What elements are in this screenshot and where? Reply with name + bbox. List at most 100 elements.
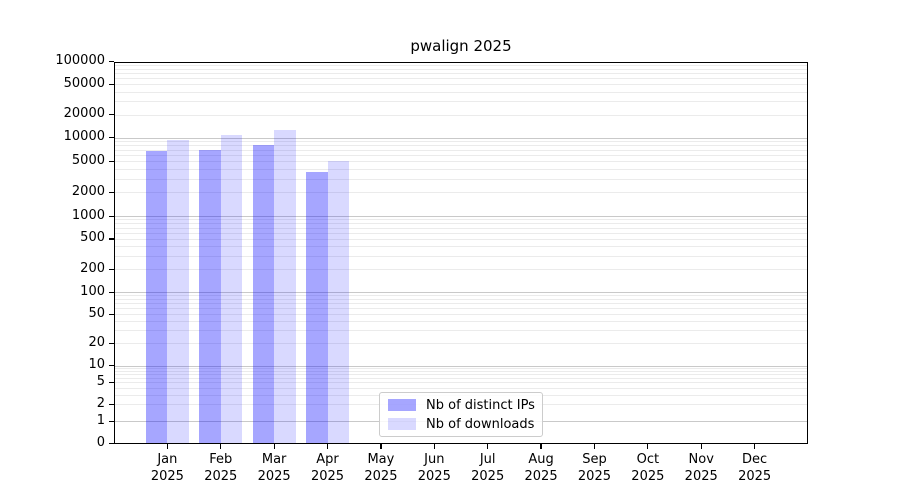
x-label-month: Oct (636, 451, 660, 467)
bar-distinct-ips (252, 144, 275, 444)
x-label-year: 2025 (524, 468, 558, 484)
gridline-minor (114, 178, 808, 180)
gridline-minor (114, 308, 808, 310)
x-label-year: 2025 (150, 468, 184, 484)
bar-downloads (220, 135, 243, 444)
y-axis-tick-label: 2000 (71, 183, 105, 199)
y-axis-tick-label: 1000 (71, 207, 105, 223)
gridline-minor (114, 145, 808, 147)
y-axis-tick (109, 420, 114, 422)
gridline-minor (114, 161, 808, 163)
x-label-month: Dec (742, 451, 768, 467)
y-axis-tick (109, 268, 114, 270)
x-label-month: Jun (424, 451, 445, 467)
gridline-minor (114, 343, 808, 345)
x-axis-tick (380, 443, 382, 449)
x-axis-tick-label: Sep 2025 (564, 451, 624, 485)
gridline-minor (114, 255, 808, 257)
y-axis-tick (109, 160, 114, 162)
x-axis-tick-label: Oct 2025 (618, 451, 678, 485)
x-label-year: 2025 (577, 468, 611, 484)
gridline-minor (114, 370, 808, 372)
bar-distinct-ips (306, 172, 328, 444)
y-axis-tick (109, 313, 114, 315)
gridline-minor (114, 387, 808, 389)
legend-label-downloads: Nb of downloads (426, 416, 535, 432)
gridline-minor (114, 91, 808, 93)
y-axis-tick (109, 114, 114, 116)
x-axis-tick (166, 443, 169, 449)
x-axis-tick-label: Jun 2025 (404, 451, 464, 485)
x-axis-tick-label: Jan 2025 (137, 451, 197, 485)
gridline-minor (114, 269, 808, 271)
y-axis-tick-label: 20 (88, 334, 105, 350)
gridline-minor (114, 78, 808, 80)
gridline-minor (114, 232, 808, 234)
bar-distinct-ips (199, 149, 221, 444)
x-label-month: Mar (261, 451, 287, 467)
x-label-year: 2025 (738, 468, 772, 484)
x-axis-tick-label: Feb 2025 (191, 451, 251, 485)
gridline-minor (114, 368, 808, 370)
gridline-minor (114, 101, 808, 103)
gridline-minor (114, 238, 808, 240)
legend-swatch-distinct-ips (388, 399, 416, 411)
x-axis-tick-label: May 2025 (351, 451, 411, 485)
gridline-major (114, 216, 808, 217)
y-axis-tick-label: 200 (80, 260, 105, 276)
y-axis-tick-label: 50 (88, 305, 105, 321)
x-axis-tick (220, 443, 222, 449)
gridline-minor (114, 68, 808, 70)
gridline-minor (114, 321, 808, 323)
gridline-minor (114, 299, 808, 301)
x-axis-tick (273, 443, 275, 449)
y-axis-tick (109, 191, 114, 194)
gridline-minor (114, 141, 808, 143)
x-axis-tick (433, 443, 435, 449)
x-label-month: May (367, 451, 395, 467)
y-axis-tick-label: 1 (96, 412, 105, 428)
x-axis-tick (700, 443, 702, 449)
gridline-minor (114, 192, 808, 194)
y-axis-tick (109, 403, 114, 406)
gridline-minor (114, 73, 808, 75)
y-axis-tick (109, 342, 114, 345)
x-label-year: 2025 (364, 468, 398, 484)
y-axis-tick (109, 381, 114, 383)
x-label-month: Aug (528, 451, 554, 467)
gridline-minor (114, 154, 808, 156)
gridline-minor (114, 227, 808, 229)
gridline-minor (114, 382, 808, 384)
y-axis-tick (109, 83, 114, 86)
y-axis-tick-label: 0 (96, 435, 105, 450)
legend: Nb of distinct IPs Nb of downloads (379, 392, 543, 437)
gridline-minor (114, 114, 808, 116)
legend-item-distinct-ips: Nb of distinct IPs (388, 398, 535, 413)
y-axis-tick-label: 50000 (63, 75, 105, 91)
x-label-year: 2025 (684, 468, 718, 484)
gridline-minor (114, 374, 808, 376)
x-axis-tick (647, 443, 649, 449)
x-label-year: 2025 (471, 468, 505, 484)
chart-title: pwalign 2025 (410, 37, 512, 55)
gridline-minor (114, 149, 808, 151)
x-label-month: Nov (688, 451, 714, 467)
y-axis-tick (109, 443, 114, 445)
y-axis-tick (109, 365, 114, 367)
x-label-month: Jan (157, 451, 178, 467)
y-axis-tick-label: 10000 (63, 129, 105, 144)
x-axis-tick-label: Nov 2025 (671, 451, 731, 485)
y-axis-tick (109, 61, 114, 63)
gridline-minor (114, 64, 808, 66)
x-label-month: Apr (316, 451, 339, 467)
x-label-month: Jul (479, 451, 496, 467)
y-axis-tick-label: 100 (80, 283, 105, 299)
x-axis-tick-label: Aug 2025 (511, 451, 571, 485)
gridline-minor (114, 314, 808, 316)
x-label-month: Feb (209, 451, 233, 467)
x-label-year: 2025 (417, 468, 451, 484)
x-label-year: 2025 (310, 468, 345, 484)
y-axis-tick-label: 10 (88, 357, 105, 372)
x-axis-tick-label: Apr 2025 (298, 451, 358, 485)
x-label-year: 2025 (631, 468, 665, 484)
